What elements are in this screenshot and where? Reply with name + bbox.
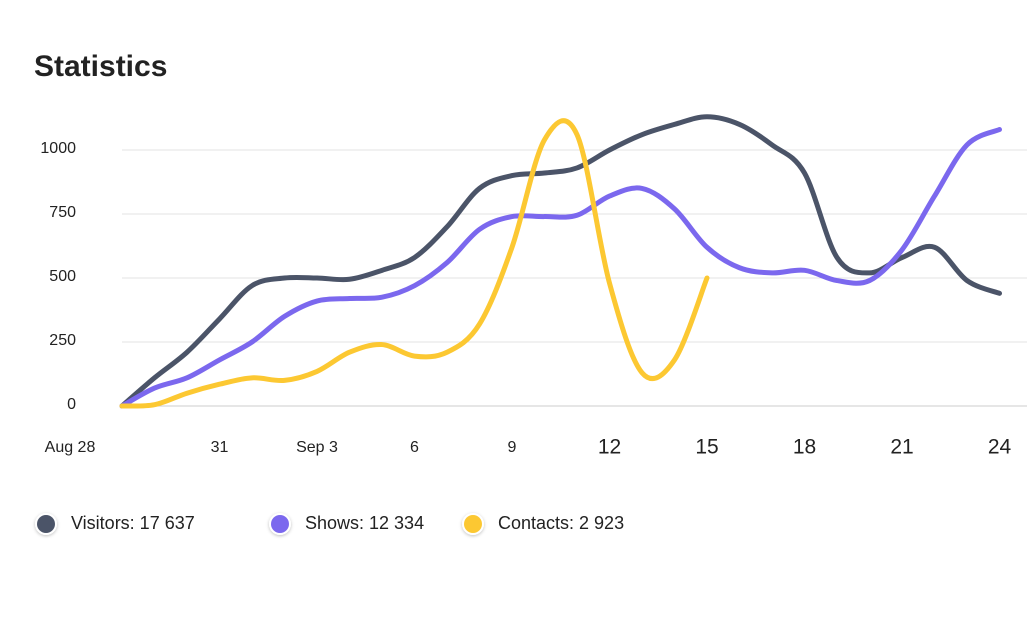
x-tick-label: 15 xyxy=(695,436,718,459)
legend-swatch xyxy=(464,515,482,533)
y-tick-label: 0 xyxy=(67,396,76,413)
x-tick-label: 12 xyxy=(598,436,621,459)
legend-swatch xyxy=(271,515,289,533)
x-tick-label: Aug 28 xyxy=(45,439,96,456)
y-tick-label: 250 xyxy=(49,332,76,349)
series-line xyxy=(119,118,710,409)
chart-title: Statistics xyxy=(34,50,167,83)
x-tick-label: 9 xyxy=(508,439,517,456)
y-tick-label: 1000 xyxy=(40,140,76,157)
x-tick-label: 6 xyxy=(410,439,419,456)
series-line xyxy=(119,127,1002,409)
y-tick-label: 500 xyxy=(49,268,76,285)
x-tick-label: 24 xyxy=(988,436,1012,459)
legend-label: Contacts: 2 923 xyxy=(498,513,624,533)
y-tick-label: 750 xyxy=(49,204,76,221)
x-tick-label: Sep 3 xyxy=(296,439,338,456)
x-tick-label: 18 xyxy=(793,436,816,459)
legend-swatch xyxy=(37,515,55,533)
legend-label: Visitors: 17 637 xyxy=(71,513,195,533)
x-tick-label: 31 xyxy=(211,439,229,456)
series-line xyxy=(119,114,1002,409)
x-tick-label: 21 xyxy=(890,436,913,459)
legend-label: Shows: 12 334 xyxy=(305,513,424,533)
